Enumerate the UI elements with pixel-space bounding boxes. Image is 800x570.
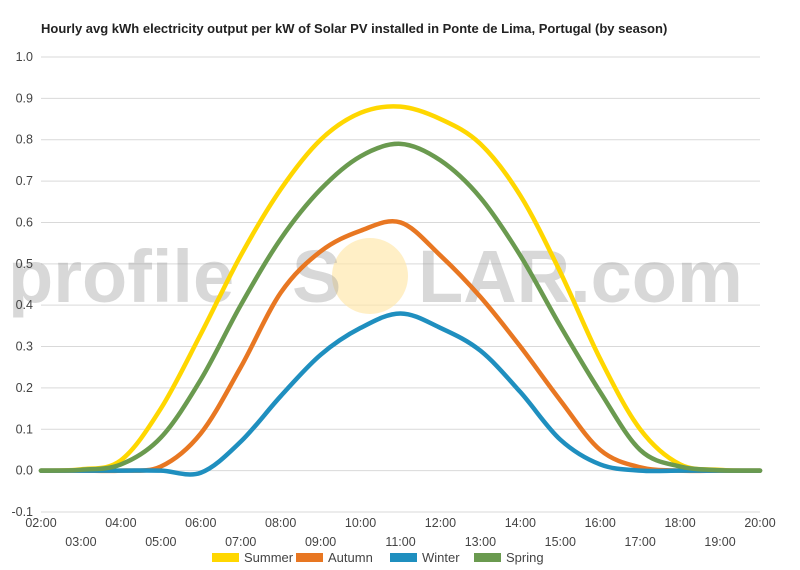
watermark-sun-icon: [332, 238, 408, 314]
y-tick-label: 0.6: [16, 215, 33, 229]
x-tick-label: 16:00: [585, 516, 616, 530]
y-tick-label: -0.1: [11, 505, 33, 519]
y-axis-ticks: -0.1 0.0 0.1 0.2 0.3 0.4 0.5 0.6 0.7 0.8 0.9 1.0: [11, 50, 33, 519]
legend-label-autumn: Autumn: [328, 550, 373, 565]
series-lines: [38, 104, 763, 477]
watermark-text-left: profile: [8, 235, 234, 318]
series-line-autumn: [38, 219, 763, 474]
legend-swatch-autumn: [296, 553, 323, 562]
x-tick-label: 20:00: [744, 516, 775, 530]
x-tick-label: 07:00: [225, 535, 256, 549]
series-line-spring: [38, 141, 763, 473]
x-tick-label: 09:00: [305, 535, 336, 549]
series-line-winter: [38, 311, 763, 477]
x-tick-label: 18:00: [664, 516, 695, 530]
watermark-text-right: LAR.com: [418, 235, 743, 318]
x-tick-label: 02:00: [25, 516, 56, 530]
legend: Summer Autumn Winter Spring: [212, 550, 544, 565]
x-tick-label: 04:00: [105, 516, 136, 530]
y-tick-label: 0.4: [16, 298, 33, 312]
x-tick-label: 10:00: [345, 516, 376, 530]
y-tick-label: 0.0: [16, 464, 33, 478]
series-line-summer: [38, 104, 763, 473]
y-tick-label: 1.0: [16, 50, 33, 64]
y-tick-label: 0.5: [16, 257, 33, 271]
x-tick-label: 17:00: [625, 535, 656, 549]
legend-swatch-spring: [474, 553, 501, 562]
legend-swatch-summer: [212, 553, 239, 562]
x-axis-ticks: 02:00 03:00 04:00 05:00 06:00 07:00 08:00 09:00…: [25, 516, 775, 549]
x-tick-label: 12:00: [425, 516, 456, 530]
x-tick-label: 15:00: [545, 535, 576, 549]
x-tick-label: 03:00: [65, 535, 96, 549]
y-tick-label: 0.2: [16, 381, 33, 395]
legend-label-spring: Spring: [506, 550, 544, 565]
y-tick-label: 0.8: [16, 133, 33, 147]
legend-label-winter: Winter: [422, 550, 460, 565]
x-tick-label: 13:00: [465, 535, 496, 549]
legend-swatch-winter: [390, 553, 417, 562]
watermark-text-s: S: [292, 235, 341, 318]
x-tick-label: 05:00: [145, 535, 176, 549]
y-tick-label: 0.7: [16, 174, 33, 188]
watermark: profile S LAR.com: [8, 235, 743, 318]
x-tick-label: 11:00: [385, 535, 415, 549]
y-tick-label: 0.9: [16, 91, 33, 105]
x-tick-label: 14:00: [505, 516, 536, 530]
x-tick-label: 08:00: [265, 516, 296, 530]
y-tick-label: 0.3: [16, 340, 33, 354]
x-tick-label: 19:00: [704, 535, 735, 549]
x-tick-label: 06:00: [185, 516, 216, 530]
chart-title: Hourly avg kWh electricity output per kW…: [41, 21, 667, 36]
legend-label-summer: Summer: [244, 550, 294, 565]
y-tick-label: 0.1: [16, 422, 33, 436]
